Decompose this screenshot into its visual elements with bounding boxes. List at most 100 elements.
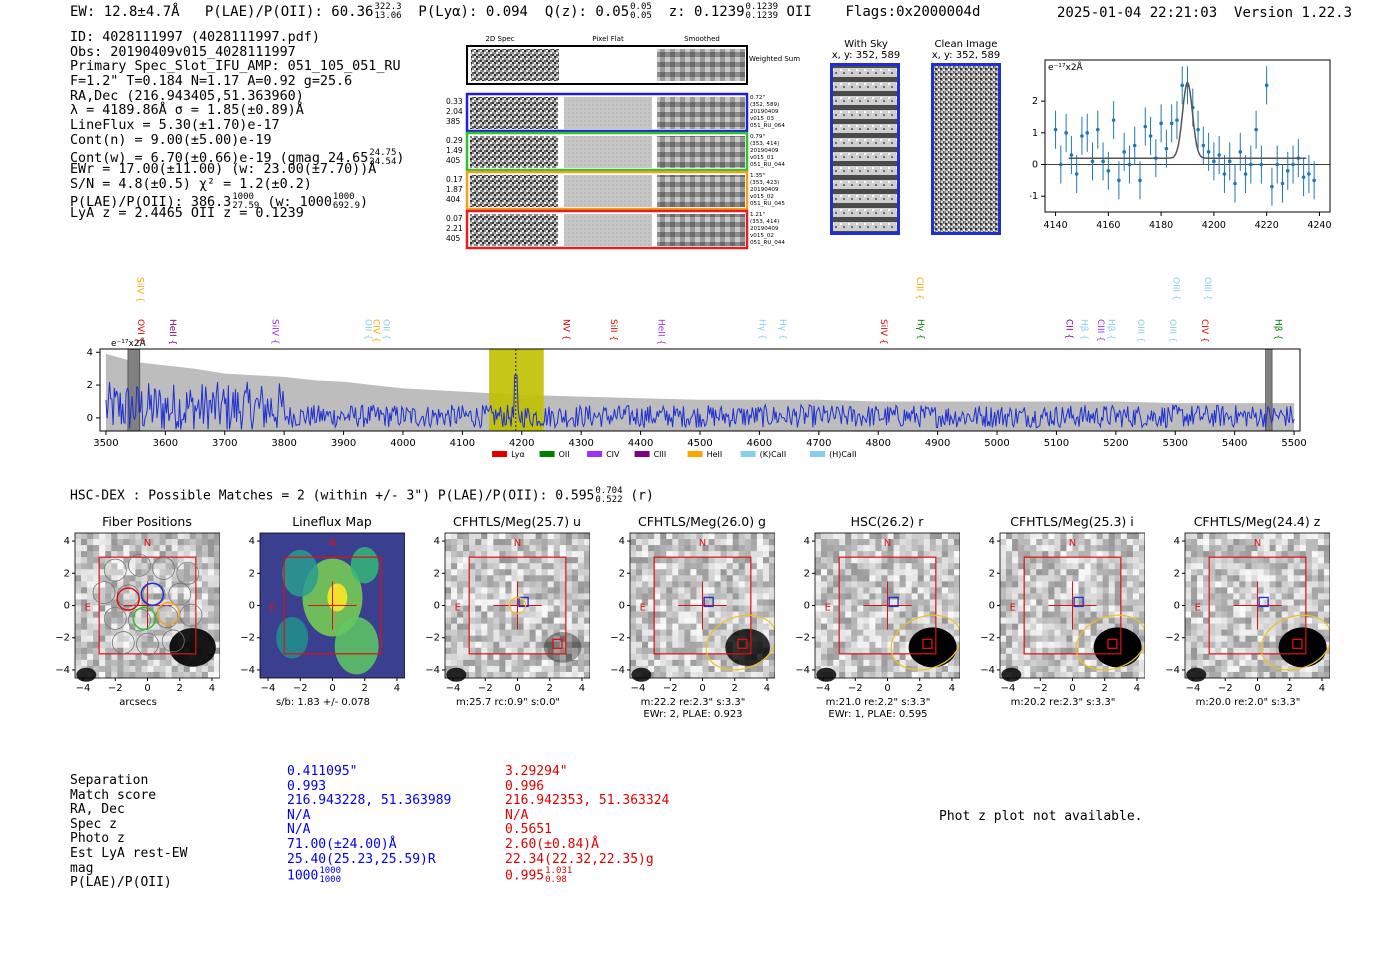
- tile-pixel: [899, 605, 906, 612]
- tile-pixel: [1024, 539, 1031, 546]
- tile-pixel: [81, 623, 88, 630]
- tile-pixel: [881, 581, 888, 588]
- tile-pixel: [1221, 653, 1228, 661]
- tile-pixel: [762, 671, 770, 679]
- tile-pixel: [505, 539, 512, 546]
- tile-pixel: [660, 659, 667, 667]
- tile-pixel: [1233, 605, 1240, 612]
- tile-pixel: [171, 545, 179, 552]
- tile-pixel: [827, 617, 834, 624]
- tile-pixel: [660, 563, 667, 570]
- tile-pixel: [105, 647, 112, 655]
- tile-pixel: [517, 641, 524, 649]
- tile-pixel: [821, 569, 828, 576]
- tile-pixel: [666, 533, 673, 540]
- spectral-line-label: SiIV {: [878, 319, 888, 345]
- tile-pixel: [833, 533, 840, 540]
- tile-pixel: [469, 629, 476, 637]
- tile-pixel: [463, 563, 470, 570]
- tile-pixel: [505, 551, 512, 558]
- tile-pixel: [1096, 665, 1104, 673]
- tile-pixel: [493, 581, 500, 588]
- tile-pixel: [905, 533, 912, 540]
- tile-pixel: [1323, 539, 1330, 546]
- tile-pixel: [1245, 599, 1252, 606]
- tile-pixel: [1281, 617, 1289, 624]
- tile-pixel: [899, 545, 906, 552]
- tile-pixel: [75, 605, 82, 612]
- tile-pixel: [487, 653, 494, 661]
- tile-pixel: [1096, 545, 1104, 552]
- tile-pixel: [648, 611, 655, 618]
- tile-pixel: [630, 605, 637, 612]
- tile-pixel: [87, 635, 94, 643]
- tile-pixel: [1281, 587, 1289, 594]
- tile-pixel: [75, 581, 82, 588]
- tile-pixel: [714, 563, 721, 570]
- tile-pixel: [577, 629, 585, 637]
- tile-pixel: [577, 659, 585, 667]
- tile-pixel: [953, 641, 960, 649]
- tile-pixel: [1126, 575, 1134, 582]
- tile-pixel: [1203, 605, 1210, 612]
- tile-pixel: [445, 611, 452, 618]
- tile-pixel: [923, 539, 931, 546]
- tile-pixel: [1245, 539, 1252, 546]
- tile-pixel: [111, 605, 118, 612]
- tile-pixel: [171, 629, 179, 637]
- tile-pixel: [1126, 539, 1134, 546]
- tile-pixel: [177, 665, 185, 673]
- tile-pixel: [99, 623, 106, 630]
- tile-pixel: [1000, 581, 1007, 588]
- tile-pixel: [129, 557, 136, 564]
- tile-pixel: [177, 575, 185, 582]
- zoom-point: [1285, 169, 1290, 173]
- tile-pixel: [523, 671, 530, 679]
- tile-pixel: [1138, 557, 1145, 564]
- tile-pixel: [189, 551, 197, 558]
- tile-pixel: [1132, 599, 1140, 606]
- tile-pixel: [935, 587, 943, 594]
- tile-pixel: [1084, 545, 1091, 552]
- tile-pixel: [493, 617, 500, 624]
- tile-pixel: [708, 605, 715, 612]
- tile-pixel: [1072, 599, 1079, 606]
- tile-pixel: [869, 617, 876, 624]
- tile-pixel: [1251, 557, 1258, 564]
- tile-pixel: [105, 551, 112, 558]
- tile-pixel: [183, 587, 191, 594]
- tile-pixel: [1203, 653, 1210, 661]
- tile-pixel: [869, 575, 876, 582]
- tile-pixel: [672, 563, 679, 570]
- tile-pixel: [642, 593, 649, 600]
- tile-pixel: [1233, 587, 1240, 594]
- tile-pixel: [845, 545, 852, 552]
- tile-pixel: [881, 635, 888, 643]
- tile-pixel: [111, 659, 118, 667]
- tile-pixel: [1000, 599, 1007, 606]
- tile-pixel: [189, 563, 197, 570]
- tile-pixel: [499, 533, 506, 540]
- tile-pixel: [923, 605, 931, 612]
- tile-pixel: [553, 533, 561, 540]
- tile-pixel: [1042, 623, 1049, 630]
- tile-pixel: [1024, 623, 1031, 630]
- tile-pixel: [1221, 611, 1228, 618]
- tile-pixel: [487, 563, 494, 570]
- full-xtick-label: 4300: [568, 438, 593, 449]
- tile-pixel: [1120, 587, 1128, 594]
- tile-pixel: [1024, 659, 1031, 667]
- tile-pixel: [523, 647, 530, 655]
- tile-pixel: [815, 539, 822, 546]
- with-sky-title: With Sky: [844, 39, 888, 50]
- tile-pixel: [123, 545, 130, 552]
- tile-pixel: [87, 539, 94, 546]
- tile-pixel: [1102, 551, 1110, 558]
- tile-pixel: [1275, 635, 1282, 643]
- tile-xtick-label: −4: [446, 683, 461, 694]
- tile-pixel: [213, 551, 220, 558]
- tile-pixel: [213, 533, 220, 540]
- tile-pixel: [1221, 593, 1228, 600]
- tile-pixel: [1042, 653, 1049, 661]
